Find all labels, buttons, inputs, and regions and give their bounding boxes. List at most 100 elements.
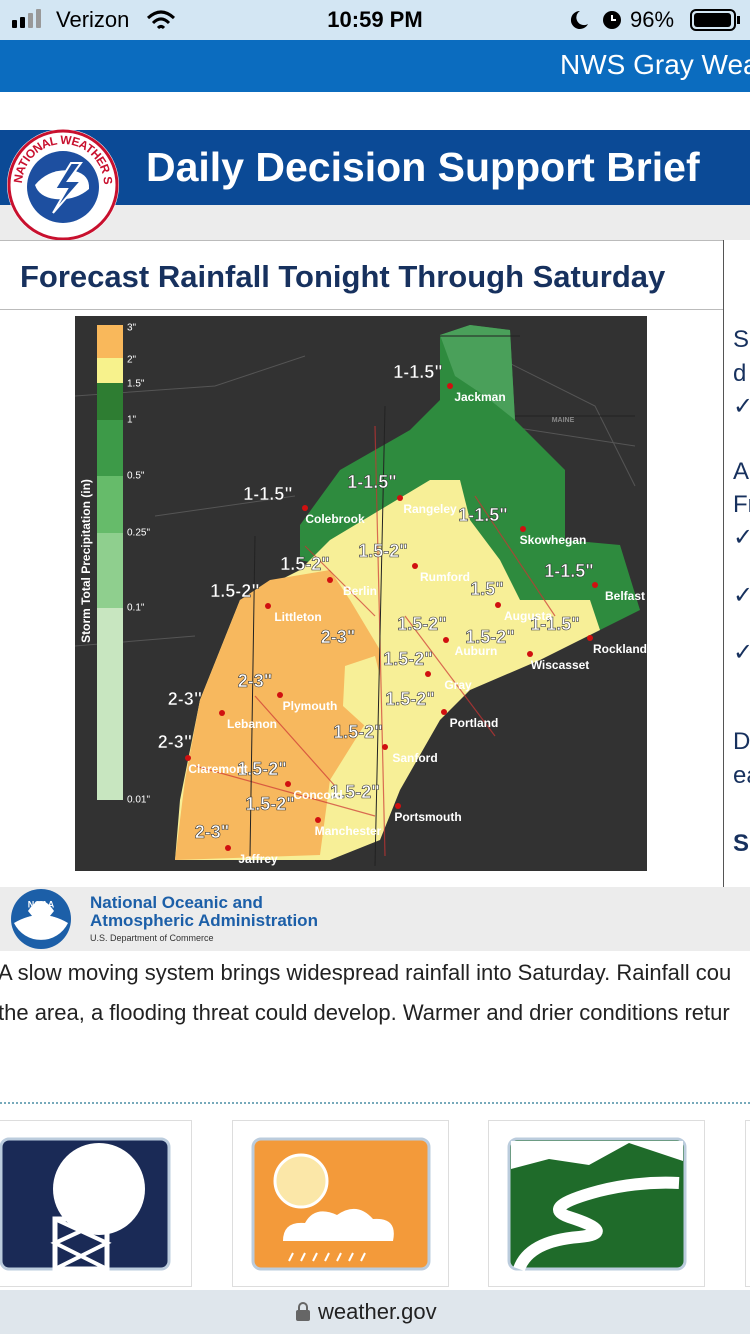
banner-title: Daily Decision Support Brief <box>146 144 700 190</box>
side-text: ea <box>733 762 750 789</box>
town-label: Portland <box>450 716 499 730</box>
slide-title-box: Forecast Rainfall Tonight Through Saturd… <box>0 240 724 310</box>
forecast-tile[interactable] <box>232 1120 449 1287</box>
rain-amount: 1.5-2" <box>358 541 408 561</box>
rain-amount: 1-1.5" <box>544 561 594 581</box>
noaa-name-1: National Oceanic and <box>90 893 263 912</box>
town-label: Lebanon <box>227 717 277 731</box>
url[interactable]: weather.gov <box>318 1299 437 1324</box>
clock: 10:59 PM <box>327 7 423 32</box>
rain-amount: 2-3" <box>158 732 193 752</box>
town-label: Colebrook <box>305 512 365 526</box>
banner: Daily Decision Support Brief <box>0 130 750 205</box>
town-dot <box>265 603 271 609</box>
rain-amount: 1.5-2" <box>385 689 435 709</box>
rain-amount: 1.5-2" <box>245 794 295 814</box>
town-dot <box>225 845 231 851</box>
noaa-logo: NOAA <box>11 889 71 949</box>
summary-line: A slow moving system brings widespread r… <box>0 960 732 985</box>
town-dot <box>495 602 501 608</box>
town-label: Rangeley <box>403 502 457 516</box>
town-label: Berlin <box>343 584 377 598</box>
rain-amount: 2-3" <box>168 689 203 709</box>
town-dot <box>447 383 453 389</box>
town-label: Skowhegan <box>520 533 587 547</box>
noaa-strip: NOAA National Oceanic and Atmospheric Ad… <box>0 887 750 951</box>
slide-title: Forecast Rainfall Tonight Through Saturd… <box>20 259 666 294</box>
town-dot <box>327 577 333 583</box>
radar-tile[interactable] <box>0 1120 192 1287</box>
lock-icon <box>296 1302 310 1321</box>
rain-amount: 2-3" <box>321 627 356 647</box>
forecast-icon <box>251 1137 431 1271</box>
rain-amount: 1.5-2" <box>465 627 515 647</box>
town-label: Jackman <box>454 390 505 404</box>
town-dot <box>425 671 431 677</box>
town-label: Wiscasset <box>531 658 590 672</box>
side-text: D <box>733 728 750 755</box>
town-label: Rumford <box>420 570 470 584</box>
town-label: Auburn <box>455 644 498 658</box>
town-dot <box>285 781 291 787</box>
rain-amount: 1.5-2" <box>330 782 380 802</box>
next-tile[interactable] <box>745 1120 750 1287</box>
town-label: MAINE <box>552 417 575 424</box>
rain-amount: 1-1.5" <box>347 472 397 492</box>
legend-tick: 0.5" <box>127 471 145 482</box>
town-label: Portsmouth <box>394 810 461 824</box>
rivers-tile[interactable] <box>488 1120 705 1287</box>
summary: A slow moving system brings widespread r… <box>0 960 750 1030</box>
rain-amount: 1-1.5" <box>393 362 443 382</box>
town-label: Littleton <box>274 610 321 624</box>
rain-amount: 1-1.5" <box>458 505 508 525</box>
town-dot <box>527 651 533 657</box>
site-title[interactable]: NWS Gray Wea <box>560 49 750 80</box>
town-dot <box>592 582 598 588</box>
rain-amount: 1.5" <box>470 579 504 599</box>
rain-amount: 1-1.5" <box>530 614 580 634</box>
town-label: Rockland <box>593 642 647 656</box>
legend-tick: 1.5" <box>127 379 145 390</box>
town-dot <box>395 803 401 809</box>
rain-amount: 1.5-2" <box>210 581 260 601</box>
town-label: Gray <box>444 678 472 692</box>
rain-amount: 1.5-2" <box>383 649 433 669</box>
town-label: Plymouth <box>283 699 338 713</box>
battery-percent: 96% <box>630 7 675 32</box>
rivers-icon <box>507 1137 687 1272</box>
side-text: A <box>733 458 750 485</box>
rainfall-map: 3" 2" 1.5" 1" 0.5" 0.25" 0.1" 0.01" Storm Total … <box>75 316 647 871</box>
carrier: Verizon <box>56 7 130 32</box>
side-text: ✓ <box>733 581 750 610</box>
legend-label: Storm Total Precipitation (in) <box>79 479 93 643</box>
status-bar: Verizon 10:59 PM 96% <box>0 0 750 40</box>
battery-icon <box>690 9 740 31</box>
town-label: Concord <box>293 788 342 802</box>
side-text: d <box>733 360 747 387</box>
legend-tick: 2" <box>127 355 137 366</box>
radar-icon <box>0 1137 171 1272</box>
rain-amount: 2-3" <box>238 671 273 691</box>
side-text: ✓ <box>733 523 750 552</box>
rain-amount: 1.5-2" <box>333 722 383 742</box>
signal-icon <box>12 9 41 28</box>
town-dot <box>441 709 447 715</box>
legend-tick: 1" <box>127 415 137 426</box>
status-icons <box>570 10 621 29</box>
town-dot <box>315 817 321 823</box>
legend-tick: 0.01" <box>127 795 150 806</box>
rain-amount: 1.5-2" <box>397 614 447 634</box>
noaa-department: U.S. Department of Commerce <box>90 933 214 943</box>
town-label: Belfast <box>605 589 645 603</box>
noaa-name-2: Atmospheric Administration <box>90 911 318 930</box>
summary-line: the area, a flooding threat could develo… <box>0 1000 730 1025</box>
town-dot <box>587 635 593 641</box>
town-dot <box>277 692 283 698</box>
town-dot <box>185 755 191 761</box>
nws-logo: NATIONAL WEATHER SERVICE <box>5 127 119 241</box>
legend-tick: 0.1" <box>127 603 145 614</box>
town-dot <box>520 526 526 532</box>
divider <box>0 1102 750 1104</box>
side-text: Fr <box>733 491 750 518</box>
